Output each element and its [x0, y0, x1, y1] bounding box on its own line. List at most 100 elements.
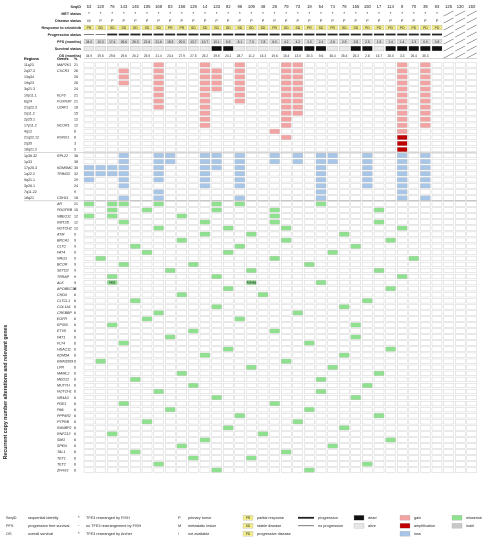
empty-cell [420, 147, 431, 152]
empty-cell [431, 310, 443, 316]
empty-cell [315, 80, 327, 86]
empty-cell [141, 274, 153, 280]
empty-cell [118, 86, 129, 92]
empty-cell [385, 147, 396, 152]
empty-cell [153, 237, 164, 243]
empty-cell [466, 104, 477, 110]
empty-cell [141, 413, 153, 419]
empty-cell [385, 358, 396, 364]
empty-cell [455, 243, 466, 249]
empty-cell [304, 382, 315, 388]
not-available-slash [455, 38, 466, 45]
empty-cell [257, 364, 269, 370]
empty-cell [246, 255, 257, 261]
empty-cell [199, 225, 211, 231]
empty-cell [443, 80, 454, 86]
empty-cell [315, 213, 327, 219]
mis-cell [385, 237, 396, 243]
empty-cell [327, 110, 338, 116]
empty-cell [118, 425, 129, 431]
empty-cell [257, 165, 269, 171]
empty-cell [95, 455, 106, 461]
empty-cell [95, 68, 106, 74]
empty-cell [246, 153, 257, 159]
empty-cell [118, 395, 129, 401]
empty-cell [107, 268, 118, 273]
os-value: 29.6 [121, 54, 127, 58]
empty-cell [327, 425, 338, 431]
empty-cell [420, 286, 431, 292]
empty-cell [373, 231, 385, 237]
empty-cell [257, 122, 269, 128]
empty-cell [234, 401, 245, 407]
empty-cell [211, 128, 222, 134]
empty-cell [83, 389, 95, 394]
empty-cell [339, 159, 350, 165]
empty-cell [234, 231, 245, 237]
empty-cell [408, 207, 419, 213]
empty-cell [420, 413, 431, 419]
empty-cell [350, 431, 361, 437]
empty-cell [234, 352, 245, 358]
empty-cell [431, 261, 443, 267]
empty-cell [315, 352, 327, 358]
gain-cell [292, 104, 303, 110]
empty-cell [223, 376, 234, 382]
empty-cell [176, 364, 187, 370]
empty-cell [211, 382, 222, 388]
empty-cell [141, 358, 153, 364]
disease-status: P [389, 19, 392, 23]
empty-cell [408, 455, 419, 461]
empty-cell [95, 243, 106, 249]
row-gene: NBEO11 [57, 214, 71, 218]
empty-cell [95, 147, 106, 152]
empty-cell [431, 134, 443, 140]
loss-cell [315, 165, 327, 171]
empty-cell [327, 334, 338, 340]
loss-cell [199, 159, 211, 165]
empty-cell [292, 134, 303, 140]
empty-cell [385, 159, 396, 165]
response-cell [234, 24, 245, 31]
empty-cell [153, 183, 164, 189]
empty-cell [118, 334, 129, 340]
disease-status: P [250, 19, 253, 23]
empty-cell [339, 104, 350, 110]
loss-cell [397, 171, 408, 177]
empty-cell [176, 358, 187, 364]
empty-cell [246, 183, 257, 189]
empty-cell [431, 389, 443, 394]
empty-cell [304, 237, 315, 243]
empty-cell [141, 153, 153, 159]
response-cell [397, 24, 408, 31]
empty-cell [246, 425, 257, 431]
empty-cell [362, 122, 373, 128]
empty-cell [130, 395, 141, 401]
empty-cell [246, 382, 257, 388]
empty-cell [466, 237, 477, 243]
empty-cell [141, 171, 153, 177]
empty-cell [431, 243, 443, 249]
seq-id: 78 [342, 4, 347, 9]
empty-cell [176, 376, 187, 382]
empty-cell [350, 62, 361, 68]
os-value: 25.3 [353, 54, 359, 58]
empty-cell [385, 395, 396, 401]
empty-cell [431, 419, 443, 425]
empty-cell [257, 116, 269, 122]
empty-cell [234, 322, 245, 328]
empty-cell [420, 407, 431, 413]
response-label: SD [133, 26, 138, 30]
empty-cell [350, 261, 361, 267]
empty-cell [107, 189, 118, 195]
empty-cell [315, 358, 327, 364]
empty-cell [350, 419, 361, 425]
empty-cell [385, 122, 396, 128]
empty-cell [188, 401, 199, 407]
not-available-slash [455, 31, 466, 38]
empty-cell [327, 431, 338, 437]
pfs-cell [257, 38, 269, 45]
empty-cell [107, 352, 118, 358]
